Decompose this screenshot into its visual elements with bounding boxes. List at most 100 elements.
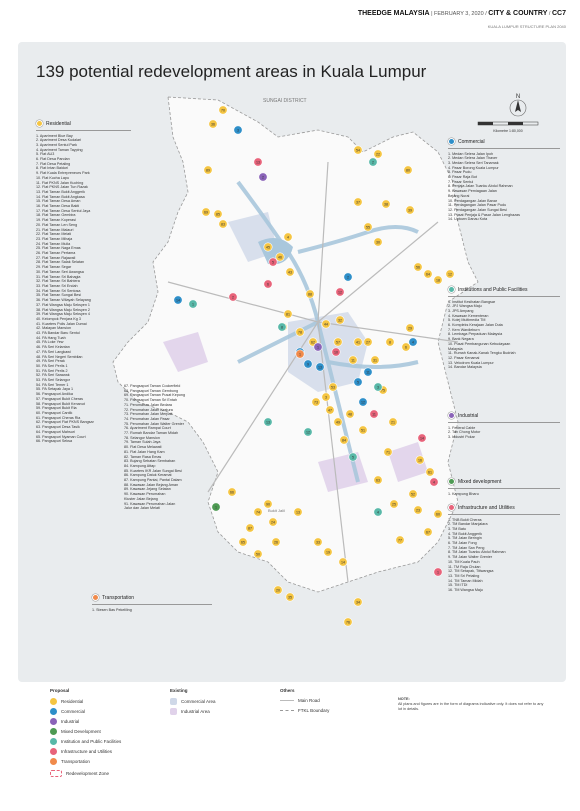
list-item: 3. JPS Ampang	[448, 308, 474, 313]
industrial-list: 1. Federal Cable 2. Tan Chong Motor 3. Ind…	[448, 426, 560, 440]
marker-number: 49	[336, 420, 340, 424]
marker-number: 35	[288, 595, 292, 599]
residential-marker: 21	[388, 417, 398, 427]
list-item: 46. PA Seri Kelantan	[36, 345, 70, 350]
marker-number: 12	[338, 290, 342, 294]
marker-number: 27	[366, 340, 370, 344]
marker-number: 12	[448, 272, 452, 276]
list-item: 64. Pangsapuri Mahsuri	[36, 429, 75, 434]
marker-number: 90	[266, 502, 270, 506]
residential-marker-dot	[227, 487, 237, 497]
infrastructure-marker-dot	[335, 287, 345, 297]
residential-marker-dot	[275, 252, 285, 262]
marker-number: 67	[426, 530, 430, 534]
commercial-marker: 3	[233, 125, 243, 135]
list-item: 68. Pangsapuri Taman Gembong	[124, 388, 179, 393]
infrastructure-marker: 10	[331, 347, 341, 357]
list-item: 10. Flat Kucha Lapu	[36, 175, 70, 180]
legend-institutions: Institution and Public Facilities	[50, 738, 121, 745]
residential-marker-dot	[373, 149, 383, 159]
residential-marker-dot	[325, 405, 335, 415]
page-number: CC7	[551, 10, 566, 17]
residential-marker-dot	[273, 585, 283, 595]
list-item: 8. Flat Intan Baiduri	[36, 166, 68, 171]
list-item: 10. TM Kuala Pauh	[448, 559, 480, 564]
residential-marker-dot	[283, 232, 293, 242]
residential-marker: 33	[313, 537, 323, 547]
residential-marker: 65	[238, 537, 248, 547]
residential-marker-dot	[238, 537, 248, 547]
residential-marker: 31	[370, 355, 380, 365]
infrastructure-list: 1. TNB Bukit Cheras 2. TM Bandar Manjalar…	[448, 518, 560, 593]
list-item: 38. Flat Wangsa Maju Seksyen 2	[36, 307, 90, 312]
marker-number: 69	[204, 210, 208, 214]
institutions-marker: 2	[368, 157, 378, 167]
marker-number: 16	[418, 458, 422, 462]
residential-marker: 8	[385, 337, 395, 347]
marker-number: 1	[317, 345, 319, 349]
residential-list: 1. Apartment Blue Bay 2. Apartment Desa K…	[36, 134, 131, 444]
institutions-marker-dot	[303, 427, 313, 437]
residential-marker: 61	[425, 467, 435, 477]
marker-number: 76	[346, 620, 350, 624]
industrial-section: Industrial 1. Federal Cable 2. Tan Chong …	[448, 412, 560, 440]
page-title: 139 potential redevelopment areas in Kua…	[36, 62, 427, 81]
list-item: 59. Pangsapuri Bukit Ria	[36, 406, 77, 411]
residential-marker-dot	[283, 309, 293, 319]
list-item: 48. PA Seri Negeri Sembilan	[36, 354, 83, 359]
legend-zone: Redevelopment Zone	[50, 770, 109, 777]
institutions-marker: 5	[348, 452, 358, 462]
marker-number: 44	[324, 322, 328, 326]
residential-marker-dot	[293, 507, 303, 517]
marker-number: 84	[342, 438, 346, 442]
list-item: 28. Flat Taman Salak Selatan	[36, 260, 85, 265]
industrial-icon	[448, 412, 455, 419]
boundary-swatch	[280, 710, 294, 711]
residential-marker: 18	[433, 275, 443, 285]
marker-number: 11	[372, 412, 376, 416]
marker-number: 70	[221, 108, 225, 112]
list-item: 52. PA Seri Sarawak	[36, 373, 70, 378]
residential-marker-dot	[203, 165, 213, 175]
infrastructure-marker: 12	[335, 287, 345, 297]
commercial-section: Commercial 1. Medan Selera Jalan Ipoh 2. …	[448, 138, 560, 222]
residential-marker-dot	[370, 355, 380, 365]
residential-marker: 27	[363, 337, 373, 347]
marker-number: 23	[416, 508, 420, 512]
residential-marker: 80	[403, 165, 413, 175]
mixed-section: Mixed development 1. Kampung Bharu	[448, 478, 560, 496]
residential-marker: 6	[401, 342, 411, 352]
list-item: 13. Flat Taman Bukit Anggerik	[36, 189, 85, 194]
marker-number: 83	[221, 222, 225, 226]
list-item: 29. Flat Taman Segar	[36, 265, 72, 270]
residential-marker: 53	[328, 382, 338, 392]
residential-marker: 35	[285, 592, 295, 602]
list-item: 18. Flat Taman Gembira	[36, 213, 76, 218]
list-item: 13. Pusat Penjaja & Pasar Jalan Lenghaza…	[448, 212, 520, 217]
list-item: 30. Flat Taman Seri Awangsa	[36, 269, 84, 274]
marker-number: 2	[262, 175, 264, 179]
marker-number: 4	[287, 235, 289, 239]
list-item: 56. Pangsapuri Andika	[36, 392, 73, 397]
compass-scale: N Kilometre 1:80,000	[477, 94, 539, 133]
residential-marker: 50	[253, 549, 263, 559]
residential-marker: 12	[445, 269, 455, 279]
industrial-area-west	[163, 332, 208, 372]
commercial-marker-dot	[303, 359, 313, 369]
infrastructure-section: Infrastructure and Utilities 1. TNB Buki…	[448, 504, 560, 593]
list-item: 89. Kawasan Jejang Selatan	[124, 487, 171, 492]
residential-marker: 45	[263, 242, 273, 252]
marker-number: 52	[411, 492, 415, 496]
marker-number: 19	[326, 550, 330, 554]
residential-marker-dot	[405, 323, 415, 333]
marker-number: 14	[420, 436, 424, 440]
list-item: 78. Selangor Mansion	[124, 435, 160, 440]
marker-number: 18	[436, 278, 440, 282]
residential-marker-dot	[333, 337, 343, 347]
institutions-marker-dot	[368, 157, 378, 167]
commercial-marker: 11	[363, 367, 373, 377]
marker-number: 20	[276, 588, 280, 592]
list-item: 6. Kompleks Kerajaan Jalan Duta	[448, 323, 503, 328]
list-item: 5. Pasar Pudu	[448, 170, 472, 175]
residential-marker: 67	[423, 527, 433, 537]
